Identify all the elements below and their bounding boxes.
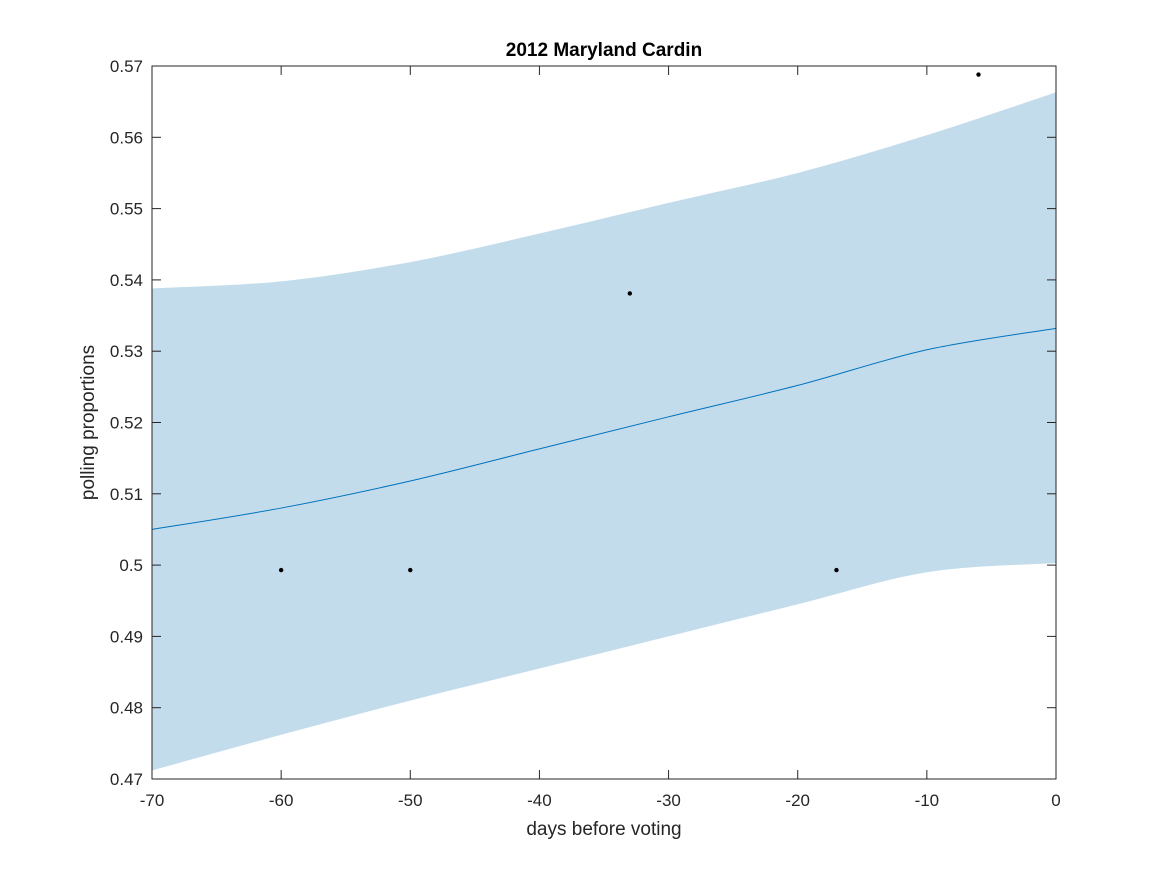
y-tick-label: 0.52 bbox=[110, 414, 143, 433]
confidence-band bbox=[152, 92, 1056, 771]
y-tick-label: 0.57 bbox=[110, 57, 143, 76]
y-axis-ticks: 0.47 0.48 0.49 0.5 0.51 0.52 0.53 0.54 0.55 0.56 0… bbox=[110, 57, 1056, 789]
y-tick-label: 0.54 bbox=[110, 271, 143, 290]
poll-point bbox=[278, 567, 284, 573]
poll-point bbox=[834, 567, 839, 573]
y-tick-label: 0.5 bbox=[119, 556, 143, 575]
y-tick-label: 0.47 bbox=[110, 770, 143, 789]
poll-point bbox=[627, 291, 633, 296]
y-tick-label: 0.49 bbox=[110, 627, 143, 646]
x-axis-label: days before voting bbox=[526, 819, 681, 840]
chart-title: 2012 Maryland Cardin bbox=[506, 40, 702, 61]
x-tick-label: -50 bbox=[398, 791, 423, 810]
x-tick-label: 0 bbox=[1051, 791, 1060, 810]
y-tick-label: 0.48 bbox=[110, 699, 143, 718]
poll-points bbox=[278, 72, 981, 573]
x-tick-label: -30 bbox=[656, 791, 681, 810]
y-tick-label: 0.53 bbox=[110, 342, 143, 361]
poll-point bbox=[976, 72, 981, 77]
y-tick-label: 0.55 bbox=[110, 200, 143, 219]
y-tick-label: 0.56 bbox=[110, 128, 143, 147]
poll-point bbox=[408, 567, 413, 573]
y-axis-label: polling proportions bbox=[78, 345, 99, 500]
x-tick-label: -70 bbox=[140, 791, 165, 810]
x-tick-label: -10 bbox=[915, 791, 940, 810]
x-axis-ticks: -70 -60 -50 -40 -30 -20 -10 0 bbox=[140, 66, 1061, 810]
x-tick-label: -20 bbox=[785, 791, 810, 810]
y-tick-label: 0.51 bbox=[110, 485, 143, 504]
x-tick-label: -60 bbox=[269, 791, 294, 810]
x-tick-label: -40 bbox=[527, 791, 552, 810]
fit-line bbox=[151, 327, 1057, 530]
